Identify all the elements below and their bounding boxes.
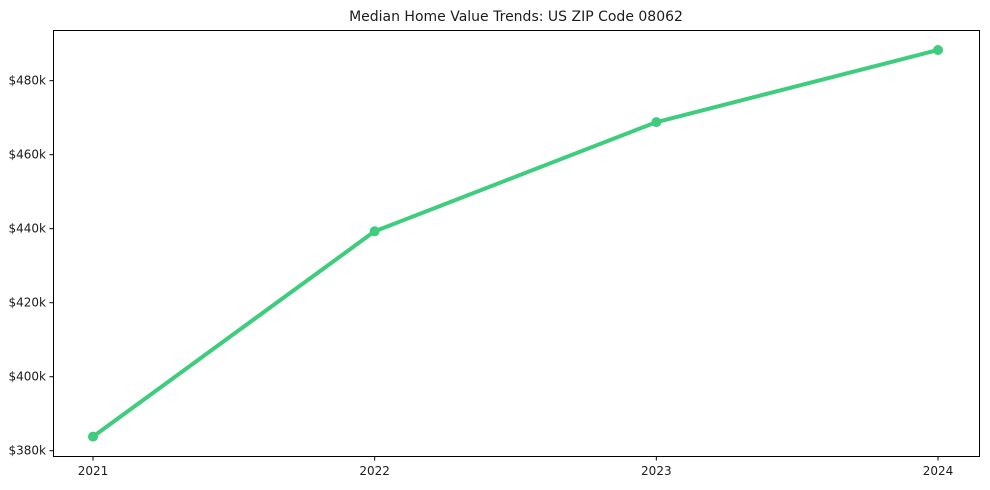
- data-point: [369, 226, 380, 237]
- y-tick-label: $480k: [9, 74, 47, 88]
- x-tick-label: 2023: [641, 464, 672, 478]
- data-point: [651, 117, 662, 128]
- y-tick-label: $380k: [9, 444, 47, 458]
- data-point: [933, 44, 943, 55]
- trend-line: [91, 47, 940, 439]
- x-tick-label: 2024: [923, 464, 954, 478]
- y-tick-label: $420k: [9, 296, 47, 310]
- x-tick-label: 2021: [78, 464, 109, 478]
- y-tick-label: $440k: [9, 222, 47, 236]
- x-tick-label: 2022: [359, 464, 390, 478]
- data-point: [88, 431, 98, 442]
- axes-box: [53, 30, 980, 457]
- chart-title: Median Home Value Trends: US ZIP Code 08…: [349, 9, 683, 25]
- y-tick-label: $400k: [9, 370, 47, 384]
- y-tick-label: $460k: [9, 148, 47, 162]
